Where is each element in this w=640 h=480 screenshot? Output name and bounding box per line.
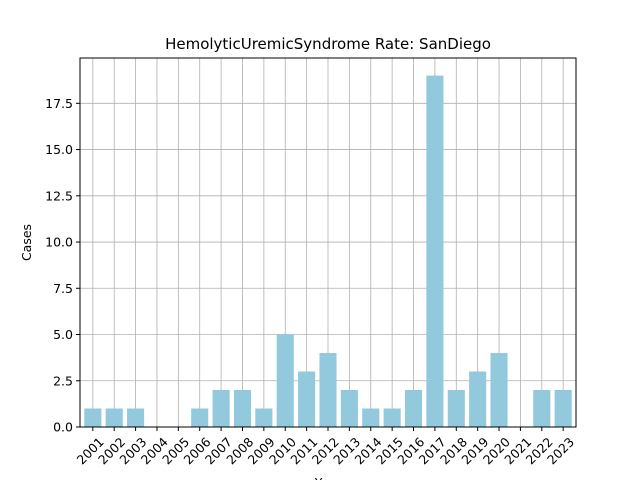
y-tick-label: 17.5 [45, 96, 73, 111]
y-tick-label: 5.0 [53, 327, 73, 342]
bar-2007 [212, 390, 230, 427]
bar-2006 [191, 408, 209, 427]
bar-2008 [233, 390, 252, 427]
bar-2020 [490, 353, 508, 427]
bars [84, 75, 572, 428]
bar-2014 [362, 408, 380, 427]
bar-2022 [533, 390, 551, 427]
bar-2019 [469, 371, 487, 427]
y-axis-title: Cases [19, 224, 34, 261]
bar-2013 [340, 390, 358, 427]
y-tick-label: 15.0 [45, 142, 73, 157]
y-tick-label: 0.0 [53, 420, 73, 435]
bar-2002 [105, 408, 123, 427]
bar-2012 [319, 353, 337, 427]
y-tick-label: 7.5 [53, 281, 73, 296]
bar-2017 [426, 75, 444, 428]
x-axis-title: Year [314, 475, 342, 480]
bar-2011 [298, 371, 316, 427]
bar-2018 [447, 390, 465, 427]
y-tick-label: 12.5 [45, 188, 73, 203]
y-tick-label: 2.5 [53, 373, 73, 388]
bar-2003 [127, 408, 145, 427]
y-tick-label: 10.0 [45, 235, 73, 250]
bar-2001 [84, 408, 102, 427]
bar-2016 [404, 390, 423, 427]
bar-2015 [383, 408, 401, 427]
chart-title: HemolyticUremicSyndrome Rate: SanDiego [165, 35, 491, 53]
bar-2010 [276, 334, 294, 427]
bar-2023 [554, 390, 572, 427]
bar-2009 [255, 408, 273, 427]
